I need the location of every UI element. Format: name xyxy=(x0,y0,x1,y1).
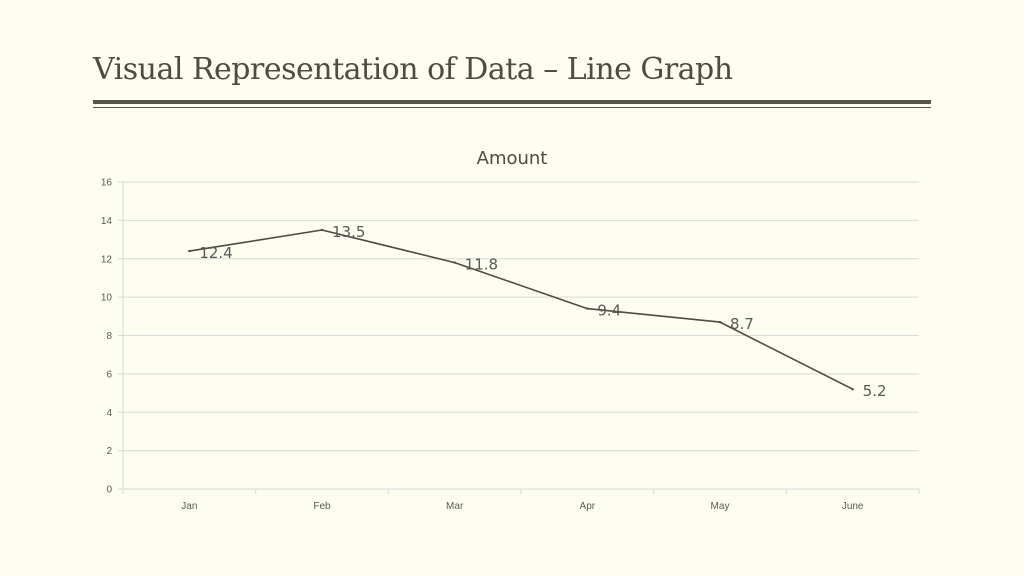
y-tick-label: 8 xyxy=(106,331,112,342)
y-axis-tick-labels: 0 2 4 6 8 10 12 14 16 xyxy=(101,178,113,496)
data-label: 13.5 xyxy=(332,223,365,241)
x-tick-label: June xyxy=(842,501,864,512)
data-labels: 12.4 13.5 11.8 9.4 8.7 5.2 xyxy=(199,223,886,400)
y-tick-label: 12 xyxy=(101,254,113,265)
y-tick-label: 2 xyxy=(106,446,112,457)
data-point xyxy=(586,307,589,310)
x-axis-tick-labels: Jan Feb Mar Apr May June xyxy=(181,501,864,512)
data-label: 12.4 xyxy=(199,244,232,262)
data-label: 5.2 xyxy=(863,382,887,400)
y-tick-label: 0 xyxy=(106,485,112,496)
chart-gridlines xyxy=(123,181,919,452)
chart-title: Amount xyxy=(477,148,548,169)
x-tick-label: Apr xyxy=(580,501,596,512)
x-tick-label: Jan xyxy=(181,501,197,512)
slide-title: Visual Representation of Data – Line Gra… xyxy=(93,52,733,87)
data-label: 8.7 xyxy=(730,315,754,333)
title-divider-thin xyxy=(93,107,931,108)
data-point xyxy=(453,261,456,264)
y-tick-label: 4 xyxy=(106,408,112,419)
y-tick-label: 16 xyxy=(101,178,113,189)
data-point xyxy=(851,388,854,391)
chart-axes xyxy=(118,181,920,494)
series-line xyxy=(188,229,854,391)
title-divider-thick xyxy=(93,100,931,104)
y-tick-label: 10 xyxy=(101,293,113,304)
data-point xyxy=(320,228,324,232)
series-line-group xyxy=(188,228,854,391)
data-point xyxy=(718,320,722,324)
y-tick-label: 14 xyxy=(101,216,113,227)
data-label: 11.8 xyxy=(465,256,498,274)
data-label: 9.4 xyxy=(597,302,621,320)
x-tick-label: Feb xyxy=(313,501,331,512)
y-tick-label: 6 xyxy=(106,369,112,380)
x-tick-label: Mar xyxy=(446,501,464,512)
data-point xyxy=(188,249,191,253)
x-tick-label: May xyxy=(711,501,730,512)
